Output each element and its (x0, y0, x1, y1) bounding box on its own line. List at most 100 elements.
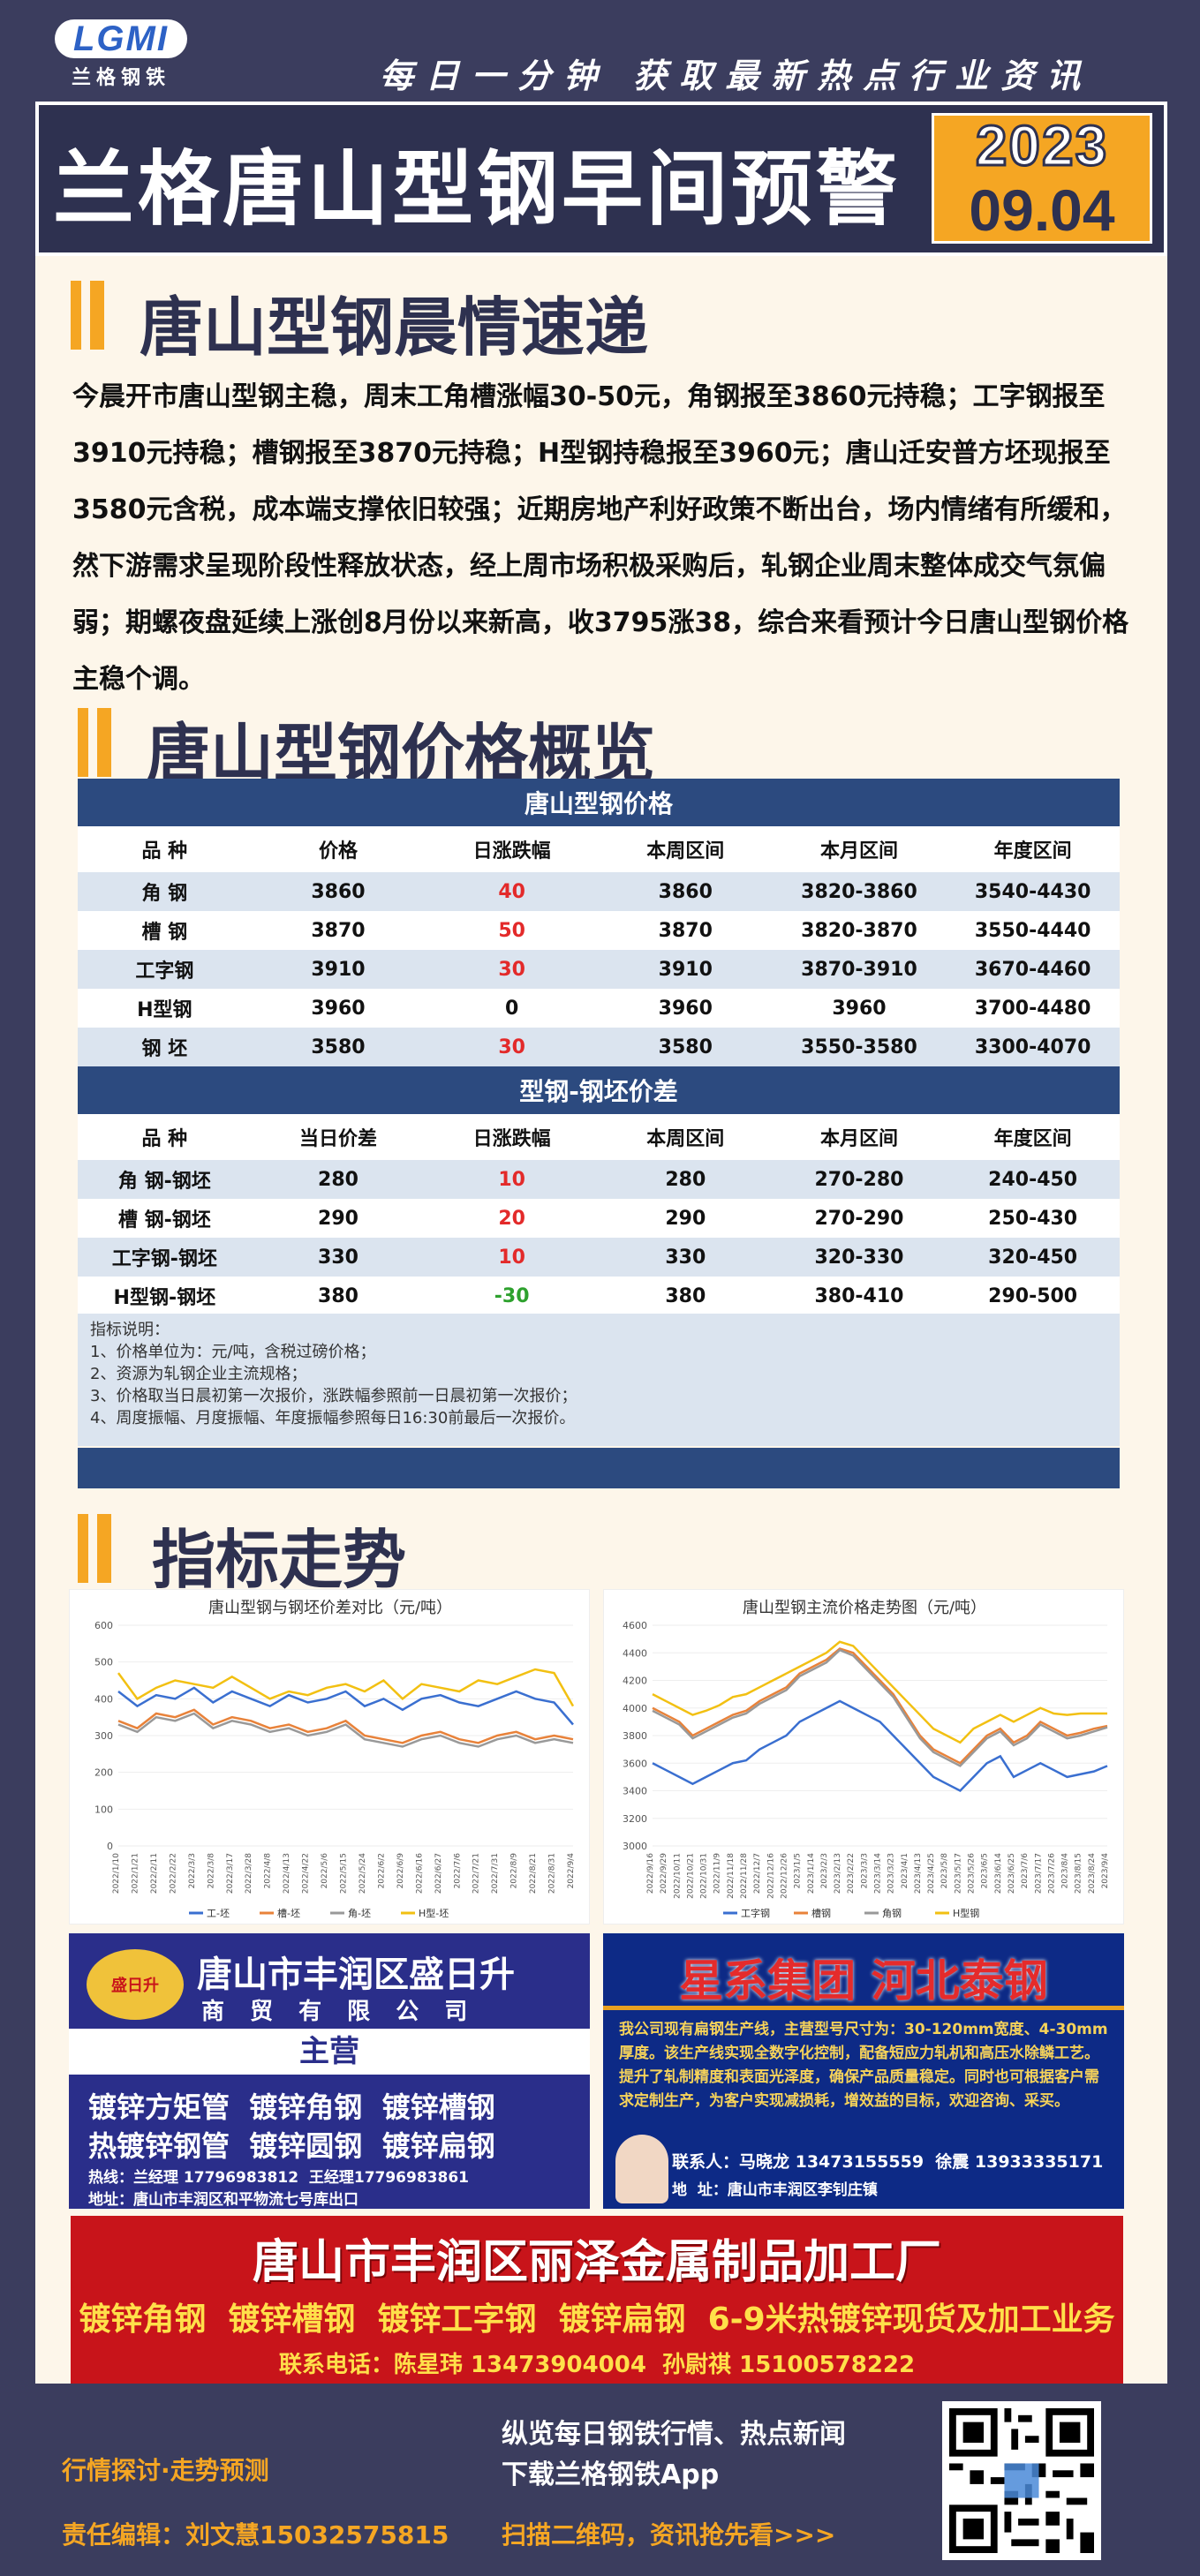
y-tick-label: 4600 (623, 1620, 647, 1631)
spread-table-cell: 380 (598, 1277, 773, 1315)
x-tick-label: 2022/9/16 (646, 1853, 655, 1894)
series-line (117, 1686, 574, 1726)
spread-table-cell: 20 (425, 1199, 599, 1238)
legend-label: H型-坯 (419, 1907, 449, 1919)
y-tick-label: 3800 (623, 1730, 647, 1742)
price-table-cell: 角 钢 (78, 872, 252, 911)
price-table-header-cell: 日涨跌幅 (425, 826, 599, 872)
ad1-products-line1: 镀锌方矩管 镀锌角钢 镀锌槽钢 (88, 2090, 495, 2124)
price-table-row: H型钢 3960 0 3960 3960 3700-4480 (78, 989, 1120, 1028)
table-notes: 指标说明： 1、价格单位为：元/吨，含税过磅价格； 2、资源为轧钢企业主流规格； 3、… (78, 1314, 1120, 1446)
x-tick-label: 2023/4/1 (901, 1853, 909, 1888)
y-tick-label: 3200 (623, 1813, 647, 1825)
x-tick-label: 2023/4/13 (914, 1853, 923, 1894)
spread-table-cell: 10 (425, 1160, 599, 1199)
legend-label: 槽钢 (811, 1908, 831, 1919)
spread-table-banner: 型钢-钢坯价差 (78, 1066, 1120, 1114)
spread-table-cell: 280 (598, 1160, 773, 1199)
spread-table-header-cell: 本周区间 (598, 1114, 773, 1160)
x-tick-label: 2023/5/17 (954, 1853, 962, 1894)
qr-code-icon (949, 2408, 1094, 2553)
price-table-banner: 唐山型钢价格 (78, 779, 1120, 826)
x-tick-label: 2022/4/22 (302, 1853, 311, 1894)
series-line (652, 1648, 1108, 1767)
x-tick-label: 2022/7/6 (453, 1853, 462, 1889)
spread-table-cell: H型钢-钢坯 (78, 1277, 252, 1315)
price-table-cell: 3300-4070 (946, 1028, 1120, 1066)
y-tick-label: 200 (94, 1767, 113, 1779)
section-marker (71, 281, 90, 350)
spread-table-cell: 250-430 (946, 1199, 1120, 1238)
x-tick-label: 2022/3/8 (207, 1853, 215, 1889)
page-title: 兰格唐山型钢早间预警 (53, 142, 902, 237)
advertisement-shengrisheng[interactable]: 盛日升 唐山市丰润区盛日升 商 贸 有 限 公 司 主营 镀锌方矩管 镀锌角钢 … (69, 1933, 590, 2209)
x-tick-label: 2022/3/3 (188, 1853, 197, 1888)
app-qr-code[interactable] (942, 2401, 1101, 2560)
spread-table-cell: -30 (425, 1277, 599, 1315)
spread-table-cell: 270-290 (772, 1199, 947, 1238)
spread-trend-chart: 唐山型钢与钢坯价差对比（元/吨） 0 100 200 300 400 500 600 2022/… (69, 1589, 590, 1924)
spread-table-cell: 290-500 (946, 1277, 1120, 1315)
date-year: 2023 (974, 113, 1109, 179)
price-trend-chart: 唐山型钢主流价格走势图（元/吨） 3000 3200 3400 3600 3800 4000… (603, 1589, 1124, 1924)
spread-table-row: H型钢-钢坯 380 -30 380 380-410 290-500 (78, 1277, 1120, 1315)
ad3-products: 镀锌角钢 镀锌槽钢 镀锌工字钢 镀锌扁钢 6-9米热镀锌现货及加工业务 (79, 2301, 1115, 2338)
price-table-cell: 3870 (251, 911, 426, 950)
price-table-header-cell: 年度区间 (946, 826, 1120, 872)
price-table-cell: 3540-4430 (946, 872, 1120, 911)
x-tick-label: 2023/3/23 (887, 1853, 896, 1894)
section-title-morning: 唐山型钢晨情速递 (140, 290, 649, 365)
price-table-cell: 3550-4440 (946, 911, 1120, 950)
x-tick-label: 2022/5/24 (358, 1853, 367, 1894)
spread-table-row: 角 钢-钢坯 280 10 280 270-280 240-450 (78, 1160, 1120, 1199)
ad3-title: 唐山市丰润区丽泽金属制品加工厂 (252, 2236, 941, 2289)
y-tick-label: 100 (94, 1804, 113, 1815)
x-tick-label: 2022/8/9 (510, 1853, 519, 1889)
y-tick-label: 4400 (623, 1647, 647, 1659)
ad1-products-line2: 热镀锌钢管 镀锌圆钢 镀锌扁钢 (88, 2129, 495, 2163)
x-tick-label: 2022/11/28 (740, 1853, 749, 1899)
section-marker (78, 1514, 97, 1583)
x-tick-label: 2022/6/2 (377, 1853, 386, 1888)
x-tick-label: 2022/5/15 (340, 1853, 349, 1894)
footer-scan-hint: 扫描二维码，资讯抢先看>>> (502, 2520, 836, 2550)
footer-app-promo: 纵览每日钢铁行情、热点新闻 下载兰格钢铁App (502, 2414, 846, 2496)
price-table-cell: 30 (425, 1028, 599, 1066)
price-table-cell: 3910 (598, 950, 773, 989)
price-table-cell: 3870-3910 (772, 950, 947, 989)
advertisement-lize[interactable]: 唐山市丰润区丽泽金属制品加工厂 镀锌角钢 镀锌槽钢 镀锌工字钢 镀锌扁钢 6-9… (71, 2216, 1123, 2384)
ad1-hotline: 热线：兰经理 17796983812 王经理17796983861 (88, 2169, 469, 2187)
series-line (652, 1647, 1108, 1765)
x-tick-label: 2022/2/11 (150, 1853, 159, 1894)
price-table-header-cell: 本月区间 (772, 826, 947, 872)
service-person-icon (615, 2135, 668, 2203)
note-line: 4、周度振幅、月度振幅、年度振幅参照每日16:30前最后一次报价。 (90, 1409, 576, 1427)
price-table-cell: 40 (425, 872, 599, 911)
table-footer-bar (78, 1448, 1120, 1488)
x-tick-label: 2022/1/21 (131, 1853, 140, 1894)
y-tick-label: 4000 (623, 1703, 647, 1714)
price-table-row: 钢 坯 3580 30 3580 3550-3580 3300-4070 (78, 1028, 1120, 1066)
spread-table-row: 工字钢-钢坯 330 10 330 320-330 320-450 (78, 1238, 1120, 1277)
spread-table-header-cell: 年度区间 (946, 1114, 1120, 1160)
price-table-cell: 3820-3860 (772, 872, 947, 911)
spread-table-header-row: 品 种当日价差 日涨跌幅 本周区间 本月区间 年度区间 (78, 1114, 1120, 1160)
x-tick-label: 2022/2/22 (169, 1853, 177, 1894)
y-tick-label: 400 (94, 1693, 113, 1705)
y-tick-label: 3400 (623, 1786, 647, 1797)
advertisement-taigang[interactable]: 星系集团 河北泰钢 我公司现有扁钢生产线，主营型号尺寸为：30-120mm宽度、… (603, 1933, 1124, 2209)
x-tick-label: 2023/8/24 (1088, 1853, 1097, 1894)
x-tick-label: 2022/8/21 (529, 1853, 538, 1894)
x-tick-label: 2023/8/15 (1075, 1853, 1083, 1894)
x-tick-label: 2022/11/18 (727, 1853, 736, 1899)
spread-table-cell: 320-330 (772, 1238, 947, 1277)
spread-table-cell: 10 (425, 1238, 599, 1277)
section-marker (78, 708, 97, 777)
company-logo: LGMI (55, 19, 187, 58)
price-table-cell: 3550-3580 (772, 1028, 947, 1066)
price-table-cell: H型钢 (78, 989, 252, 1028)
x-tick-label: 2023/3/14 (874, 1853, 883, 1894)
footer-tagline: 行情探讨·走势预测 (62, 2456, 269, 2485)
x-tick-label: 2022/6/9 (396, 1853, 405, 1889)
x-tick-label: 2022/6/16 (415, 1853, 424, 1894)
